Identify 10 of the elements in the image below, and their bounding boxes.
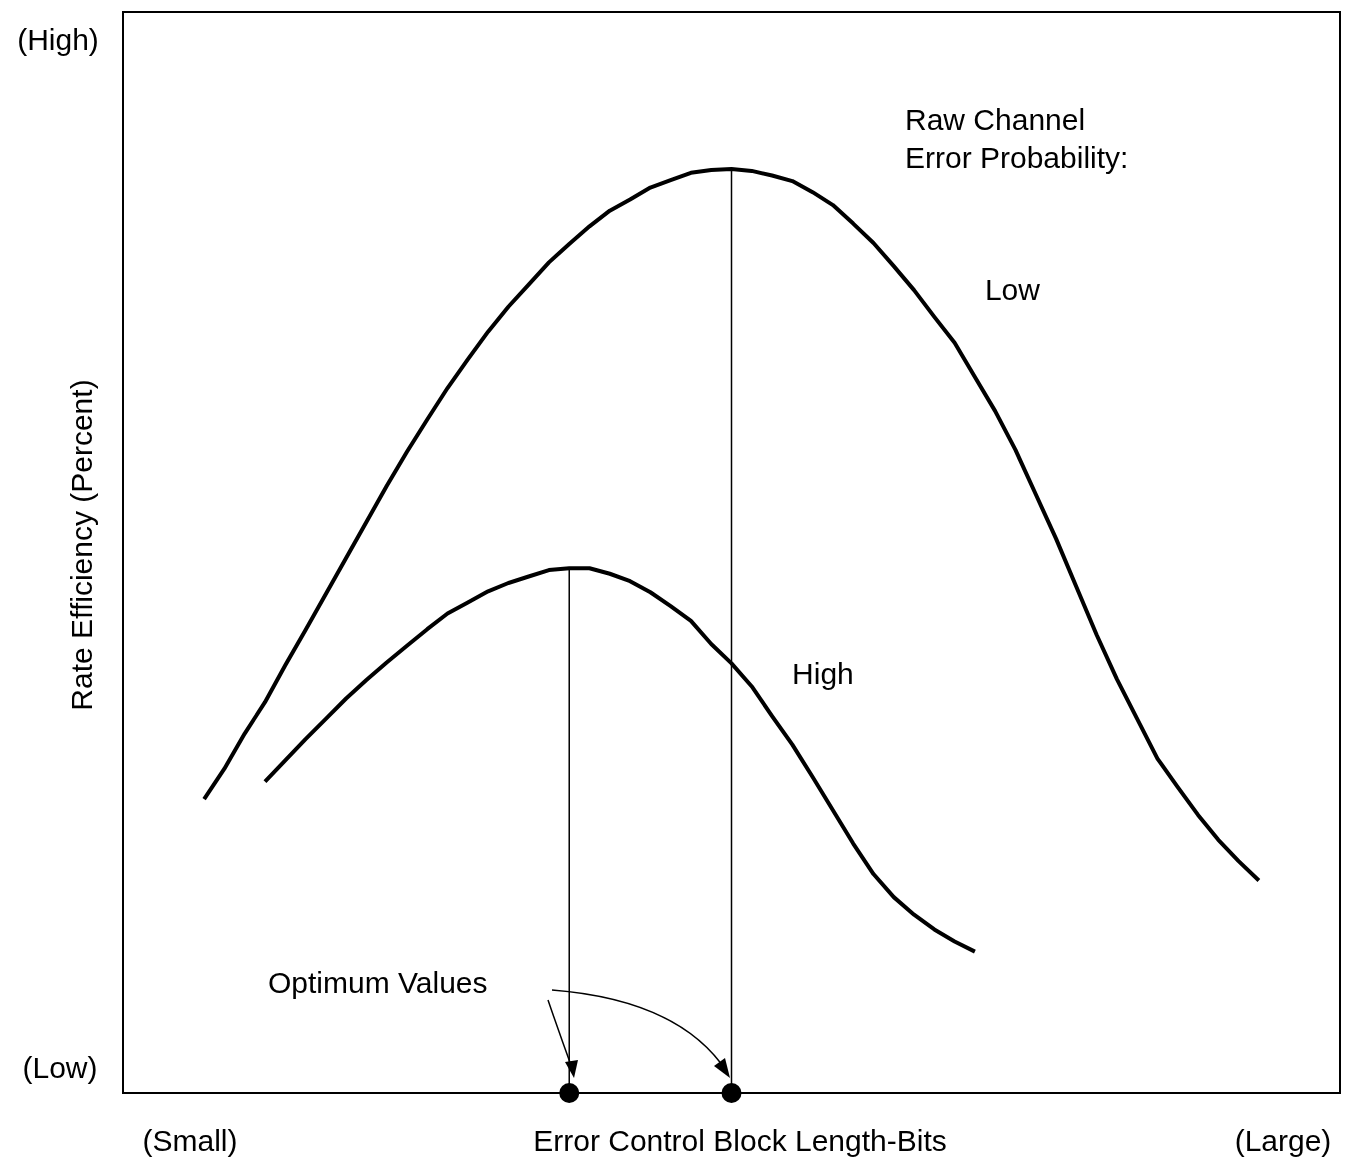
y-axis-title: Rate Efficiency (Percent) (65, 379, 99, 711)
legend-title: Raw Channel Error Probability: (905, 103, 1129, 175)
text: (Small) (142, 1124, 238, 1158)
text: (Large) (1234, 1124, 1332, 1158)
annotation: Optimum Values (268, 966, 488, 1000)
series-label: Low (984, 273, 1041, 307)
text: (High) (17, 23, 99, 57)
series-label: High (792, 657, 854, 691)
text: (Low) (22, 1051, 98, 1085)
x-axis-title: Error Control Block Length-Bits (533, 1124, 947, 1158)
